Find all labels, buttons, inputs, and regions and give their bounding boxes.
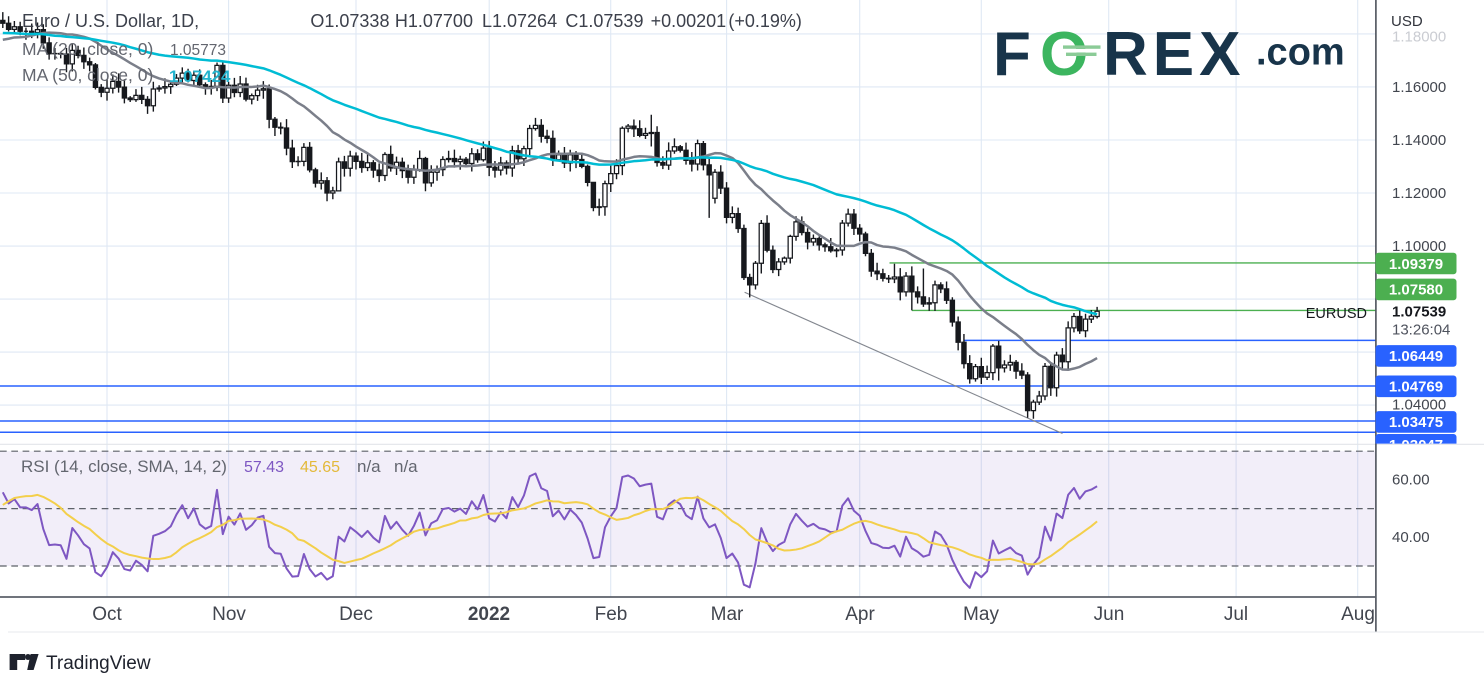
svg-text:n/a: n/a [357, 457, 381, 476]
svg-text:n/a: n/a [394, 457, 418, 476]
svg-text:1.12000: 1.12000 [1392, 185, 1446, 202]
svg-text:Euro / U.S. Dollar, 1D,: Euro / U.S. Dollar, 1D, [22, 11, 199, 31]
svg-text:Jul: Jul [1224, 604, 1248, 625]
svg-text:1.07539: 1.07539 [1392, 304, 1446, 321]
svg-text:RSI (14, close, SMA, 14, 2): RSI (14, close, SMA, 14, 2) [21, 457, 227, 476]
svg-text:1.14000: 1.14000 [1392, 132, 1446, 149]
svg-text:Dec: Dec [339, 604, 373, 625]
svg-text:.com: .com [1256, 32, 1345, 74]
svg-text:C1.07539: C1.07539 [565, 11, 643, 31]
svg-text:1.09379: 1.09379 [1389, 256, 1443, 273]
svg-text:57.43: 57.43 [244, 459, 284, 476]
svg-text:1.16000: 1.16000 [1392, 79, 1446, 96]
svg-text:1.07580: 1.07580 [1389, 282, 1443, 299]
svg-text:1.06449: 1.06449 [1389, 348, 1443, 365]
svg-text:Mar: Mar [711, 604, 744, 625]
svg-text:MA (20, close, 0): MA (20, close, 0) [22, 39, 153, 59]
svg-text:1.04000: 1.04000 [1392, 397, 1446, 414]
svg-text:13:26:04: 13:26:04 [1392, 322, 1450, 339]
svg-text:1.03475: 1.03475 [1389, 414, 1443, 431]
svg-text:+0.00201: +0.00201 [651, 11, 727, 31]
svg-text:1.03047: 1.03047 [1389, 437, 1443, 454]
svg-text:Jun: Jun [1094, 604, 1125, 625]
svg-text:1.10000: 1.10000 [1392, 238, 1446, 255]
svg-text:Oct: Oct [92, 604, 122, 625]
svg-text:EURUSD: EURUSD [1306, 306, 1367, 322]
svg-text:60.00: 60.00 [1392, 471, 1430, 488]
svg-text:REX: REX [1103, 20, 1245, 89]
svg-text:May: May [963, 604, 999, 625]
svg-text:2022: 2022 [468, 604, 510, 625]
svg-text:Apr: Apr [845, 604, 875, 625]
svg-text:MA (50, close, 0): MA (50, close, 0) [22, 65, 153, 85]
svg-text:TradingView: TradingView [46, 653, 151, 674]
svg-text:Nov: Nov [212, 604, 246, 625]
svg-text:USD: USD [1391, 13, 1423, 30]
svg-text:1.07424: 1.07424 [169, 67, 231, 86]
svg-text:(+0.19%): (+0.19%) [728, 11, 802, 31]
svg-text:1.04769: 1.04769 [1389, 379, 1443, 396]
svg-text:45.65: 45.65 [300, 459, 340, 476]
svg-text:F: F [993, 20, 1031, 89]
svg-text:40.00: 40.00 [1392, 529, 1430, 546]
svg-text:L1.07264: L1.07264 [482, 11, 557, 31]
svg-text:Aug: Aug [1341, 604, 1375, 625]
svg-text:Feb: Feb [595, 604, 628, 625]
svg-text:H1.07700: H1.07700 [395, 11, 473, 31]
svg-text:O1.07338: O1.07338 [310, 11, 389, 31]
svg-text:1.18000: 1.18000 [1392, 29, 1446, 46]
svg-text:1.05773: 1.05773 [170, 42, 226, 59]
